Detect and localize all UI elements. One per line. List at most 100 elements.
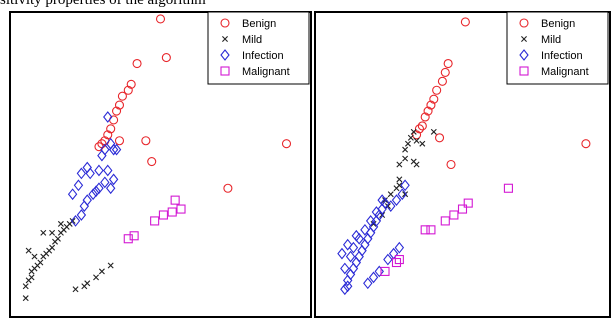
malignant-point [158, 210, 168, 220]
infection-point [345, 250, 356, 263]
infection-point [94, 182, 104, 195]
infection-point [383, 253, 393, 266]
legend-infection-icon [519, 49, 529, 61]
benign-point [114, 136, 125, 146]
infection-point [377, 194, 387, 207]
benign-point [581, 139, 591, 149]
legend-label-infection: Infection [541, 50, 583, 62]
benign-point [446, 159, 456, 170]
benign-point [106, 124, 116, 134]
malignant-point [123, 234, 133, 244]
malignant-point [449, 210, 459, 220]
benign-point [443, 58, 453, 69]
legend-label-benign: Benign [242, 18, 276, 30]
benign-point [132, 58, 142, 69]
infection-point [103, 164, 113, 177]
legend-label-infection: Infection [242, 50, 284, 62]
benign-point [223, 183, 233, 193]
infection-point [82, 194, 92, 207]
infection-point [342, 238, 353, 251]
mild-point [393, 185, 400, 192]
legend-mild-icon [222, 36, 228, 42]
benign-point [426, 100, 436, 110]
mild-point [49, 244, 56, 251]
benign-point [412, 130, 422, 140]
mild-point [98, 268, 105, 275]
mild-point [387, 191, 394, 198]
infection-point [91, 185, 101, 198]
infection-point [88, 188, 98, 201]
mild-point [413, 161, 420, 168]
benign-point [281, 139, 292, 149]
infection-point [94, 164, 104, 177]
mild-point [370, 220, 377, 227]
legend-malignant-icon [220, 66, 230, 76]
benign-point [141, 136, 151, 146]
mild-point [407, 134, 414, 141]
infection-point [76, 167, 87, 180]
infection-point [342, 280, 353, 293]
mild-point [93, 274, 100, 281]
legend-label-mild: Mild [242, 34, 262, 46]
mild-point [430, 128, 437, 135]
caption-fragment: sitivity properties of the algorithm [0, 0, 206, 8]
legend-label-malignant: Malignant [541, 66, 589, 78]
benign-point [440, 67, 450, 77]
benign-point [114, 100, 125, 110]
legend-label-malignant: Malignant [242, 66, 290, 78]
benign-point [432, 85, 442, 95]
benign-point [429, 94, 439, 104]
infection-point [400, 179, 410, 192]
infection-point [368, 271, 379, 284]
infection-point [365, 215, 376, 227]
benign-point [417, 121, 427, 131]
mild-point [382, 197, 388, 204]
legend-box [207, 11, 310, 85]
legend-infection-icon [220, 49, 230, 61]
infection-point [340, 283, 350, 296]
malignant-point [176, 204, 186, 214]
legend-benign-icon [220, 18, 230, 28]
mild-point [69, 217, 76, 224]
malignant-point [503, 183, 513, 193]
infection-point [108, 143, 119, 156]
malignant-point [440, 216, 450, 226]
benign-point [103, 130, 113, 140]
mild-point [31, 253, 38, 260]
legend-label-mild: Mild [541, 34, 561, 46]
legend-box [506, 11, 609, 85]
right-scatter-panel: Benign Mild Infection Malignant [314, 11, 611, 318]
mild-point [396, 161, 403, 168]
infection-point [100, 143, 110, 156]
mild-point [22, 295, 29, 302]
legend-benign-icon [519, 18, 529, 28]
legend-mild-icon [521, 36, 527, 42]
infection-point [394, 241, 405, 254]
mild-point [402, 155, 409, 162]
mild-point [54, 235, 61, 242]
infection-point [386, 200, 396, 212]
malignant-point [380, 266, 390, 276]
mild-point [402, 191, 409, 198]
malignant-point [167, 207, 177, 217]
benign-point [155, 14, 166, 24]
benign-point [147, 156, 157, 167]
mild-point [413, 137, 420, 144]
infection-point [108, 173, 119, 186]
benign-point [117, 91, 127, 101]
infection-point [85, 167, 95, 180]
mild-point [410, 128, 417, 135]
infection-point [103, 111, 113, 123]
mild-point [40, 229, 47, 236]
legend-malignant-icon [519, 66, 529, 76]
infection-point [360, 223, 370, 236]
mild-point [419, 140, 426, 147]
mild-point [396, 176, 403, 183]
mild-point [22, 283, 29, 290]
benign-point [460, 17, 470, 27]
infection-point [380, 197, 390, 209]
benign-point [420, 112, 430, 122]
infection-point [337, 247, 347, 260]
malignant-point [170, 195, 180, 205]
benign-point [414, 124, 425, 134]
